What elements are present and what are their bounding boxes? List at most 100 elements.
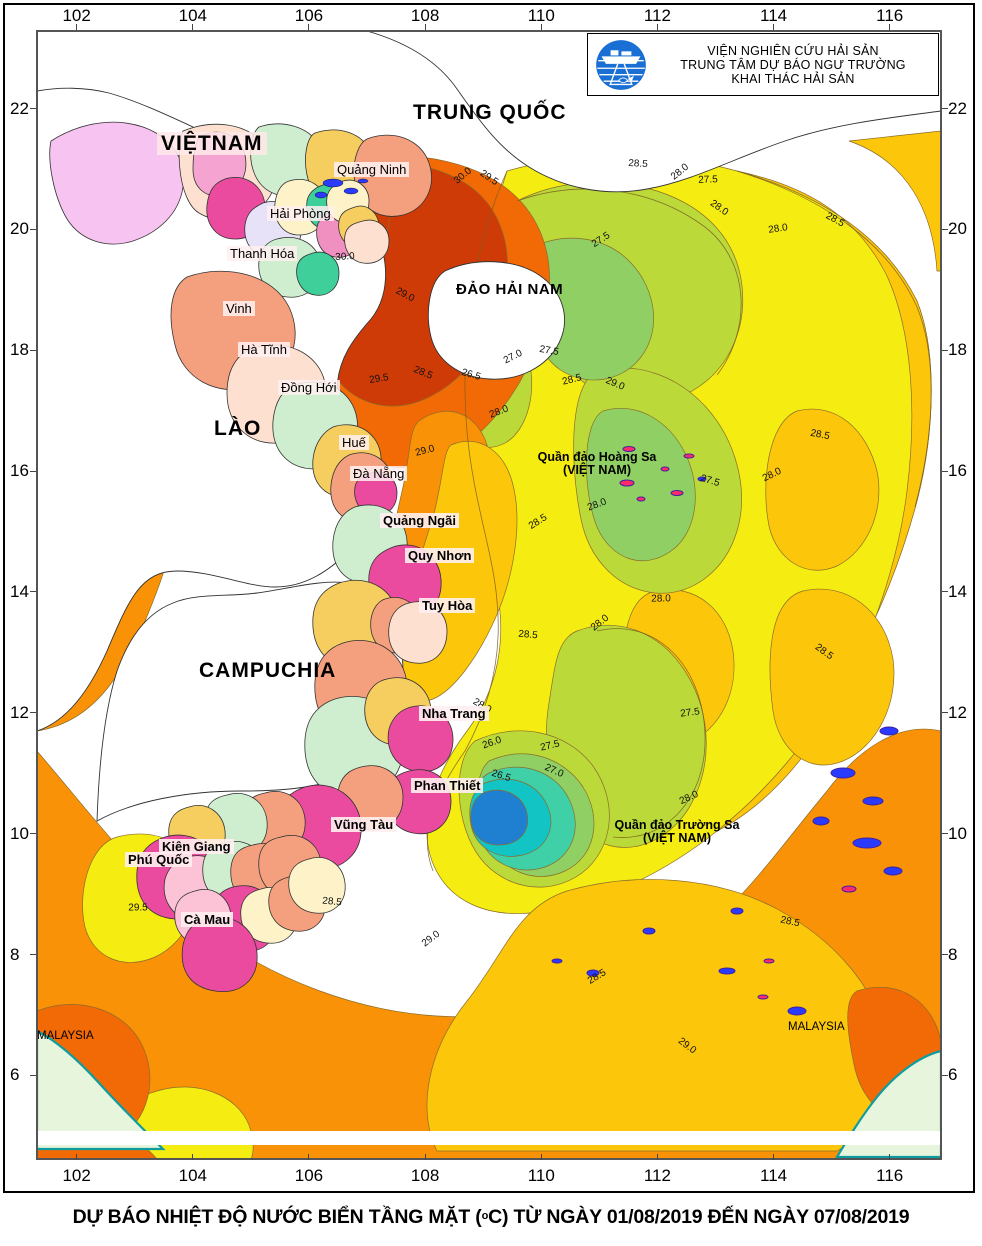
axis-tick-mark xyxy=(889,24,891,30)
axis-tick-label: 6 xyxy=(948,1065,958,1085)
axis-tick-label: 14 xyxy=(948,581,967,601)
axis-tick-mark xyxy=(656,1154,658,1160)
hainan-island xyxy=(427,261,565,380)
city-label-c-mau: Cà Mau xyxy=(181,912,234,927)
axis-tick-label: 20 xyxy=(948,219,967,239)
city-label-thanh-ha: Thanh Hóa xyxy=(227,246,298,261)
axis-tick-mark xyxy=(942,712,948,714)
axis-tick-label: 114 xyxy=(760,6,788,25)
city-label-vinh: Vinh xyxy=(223,301,255,316)
axis-tick-label: 16 xyxy=(10,461,29,481)
axis-tick-label: 10 xyxy=(948,823,967,843)
city-label--nng: Đà Nẵng xyxy=(350,466,408,481)
axis-tick-mark xyxy=(30,1074,36,1076)
city-label-quy-nhn: Quy Nhơn xyxy=(405,548,475,563)
archipelago-label: Quần đảo Hoàng Sa (VIỆT NAM) xyxy=(538,451,657,476)
city-label-tuy-ha: Tuy Hòa xyxy=(419,598,476,613)
island-specks xyxy=(551,446,903,1016)
axis-tick-mark xyxy=(30,470,36,472)
country-label-campuchia: CAMPUCHIA xyxy=(199,659,337,682)
contour-value-label: 27.5 xyxy=(679,706,701,720)
city-label-ph-quc: Phú Quốc xyxy=(125,852,193,867)
axis-tick-label: 14 xyxy=(10,581,29,601)
axis-tick-label: 116 xyxy=(876,6,904,25)
institute-logo-text: VIỆN NGHIÊN CỨU HẢI SẢN TRUNG TÂM DỰ BÁO… xyxy=(648,44,938,86)
axis-tick-mark xyxy=(942,470,948,472)
axis-tick-mark xyxy=(192,24,194,30)
axis-tick-label: 110 xyxy=(527,6,555,25)
axis-tick-label: 12 xyxy=(10,702,29,722)
axis-tick-mark xyxy=(30,108,36,110)
city-label-qung-ninh: Quảng Ninh xyxy=(334,162,410,177)
axis-tick-mark xyxy=(30,833,36,835)
contour-value-label: 28.5 xyxy=(517,628,539,642)
axis-tick-label: 104 xyxy=(178,6,207,25)
axis-tick-mark xyxy=(424,1154,426,1160)
city-label-kin-giang: Kiên Giang xyxy=(159,839,234,854)
axis-tick-label: 106 xyxy=(294,6,324,25)
axis-tick-label: 8 xyxy=(948,944,958,964)
axis-tick-label: 22 xyxy=(10,98,29,118)
map-caption: DỰ BÁO NHIỆT ĐỘ NƯỚC BIỂN TẦNG MẶT (oC) … xyxy=(0,1206,982,1229)
halong-islets xyxy=(314,178,369,199)
axis-tick-label: 110 xyxy=(527,1166,555,1185)
axis-tick-mark xyxy=(30,591,36,593)
country-label-lo: LÀO xyxy=(214,417,262,440)
archipelago-sovereignty: (VIỆT NAM) xyxy=(562,462,632,477)
axis-tick-label: 18 xyxy=(948,340,967,360)
axis-tick-mark xyxy=(942,954,948,956)
axis-tick-mark xyxy=(540,1154,542,1160)
axis-tick-label: 10 xyxy=(10,823,29,843)
axis-tick-mark xyxy=(76,1154,78,1160)
axis-tick-label: 102 xyxy=(62,6,91,25)
axis-tick-mark xyxy=(889,1154,891,1160)
city-label-hi-phng: Hải Phòng xyxy=(267,206,334,221)
map-canvas xyxy=(37,31,941,1159)
country-label-trungquc: TRUNG QUỐC xyxy=(413,101,567,124)
contour-value-label: 27.5 xyxy=(698,174,718,186)
contour-value-label: 28.5 xyxy=(627,157,649,171)
axis-tick-label: 102 xyxy=(62,1166,91,1185)
axis-tick-mark xyxy=(308,24,310,30)
axis-tick-label: 6 xyxy=(10,1065,20,1085)
caption-suffix: C) TỪ NGÀY 01/08/2019 ĐẾN NGÀY 07/08/201… xyxy=(488,1206,910,1228)
caption-prefix: DỰ BÁO NHIỆT ĐỘ NƯỚC BIỂN TẦNG MẶT ( xyxy=(72,1206,482,1228)
borneo-landmass xyxy=(835,1049,941,1159)
city-label-nha-trang: Nha Trang xyxy=(419,706,489,721)
axis-tick-mark xyxy=(30,349,36,351)
axis-tick-label: 116 xyxy=(876,1166,904,1185)
logo-line-2: TRUNG TÂM DỰ BÁO NGƯ TRƯỜNG xyxy=(680,57,906,72)
logo-line-1: VIỆN NGHIÊN CỨU HẢI SẢN xyxy=(707,43,879,58)
malaysia-label-2: MALAYSIA xyxy=(788,1021,845,1033)
institute-logo-box: VIỆN NGHIÊN CỨU HẢI SẢN TRUNG TÂM DỰ BÁO… xyxy=(587,33,939,96)
axis-tick-label: 8 xyxy=(10,944,20,964)
axis-tick-mark xyxy=(192,1154,194,1160)
axis-tick-label: 12 xyxy=(948,702,967,722)
city-label-qung-ngi: Quảng Ngãi xyxy=(380,513,459,528)
axis-tick-mark xyxy=(942,1074,948,1076)
axis-tick-mark xyxy=(30,712,36,714)
axis-tick-label: 114 xyxy=(760,1166,788,1185)
map-plot-area[interactable]: 30.0 30.0 29.5 29.5 29.0 29.0 28.5 28.0 26.5 27.0… xyxy=(36,30,942,1160)
axis-tick-mark xyxy=(773,1154,775,1160)
axis-tick-mark xyxy=(656,24,658,30)
archipelago-name: Quần đảo Trường Sa xyxy=(614,818,740,832)
axis-tick-label: 20 xyxy=(10,219,29,239)
axis-tick-label: 22 xyxy=(948,98,967,118)
axis-tick-label: 104 xyxy=(178,1166,207,1185)
contour-value-label: 28.0 xyxy=(651,593,671,605)
city-label-phan-thit: Phan Thiết xyxy=(411,778,484,793)
axis-tick-mark xyxy=(76,24,78,30)
city-label-ng-hi: Đồng Hới xyxy=(278,380,340,395)
archipelago-label: Quần đảo Trường Sa (VIỆT NAM) xyxy=(615,819,740,844)
country-label-vitnam: VIỆTNAM xyxy=(157,132,267,155)
caption-degree-symbol: o xyxy=(481,1210,489,1222)
axis-tick-mark xyxy=(942,591,948,593)
hainan-island-label: ĐẢO HẢI NAM xyxy=(456,281,564,298)
axis-tick-label: 18 xyxy=(10,340,29,360)
land-masses xyxy=(37,31,941,1159)
axis-tick-label: 106 xyxy=(294,1166,324,1185)
city-label-vng-tu: Vũng Tàu xyxy=(331,817,397,832)
city-label-h-tnh: Hà Tĩnh xyxy=(238,342,291,357)
contour-value-label: 28.5 xyxy=(321,895,343,909)
